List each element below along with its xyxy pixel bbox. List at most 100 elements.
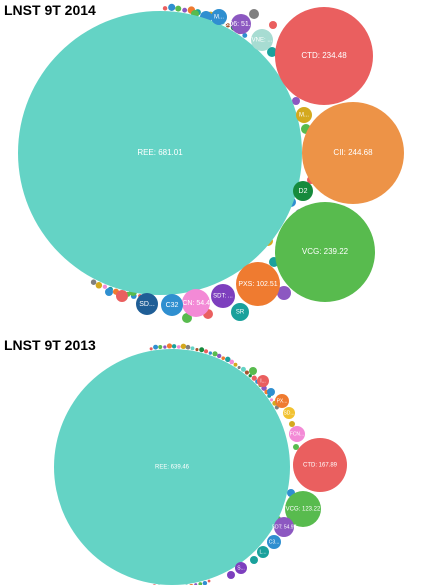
bubble-2014-10	[136, 293, 158, 315]
bubble-2013-2	[285, 491, 321, 527]
dust-2013-bottom-2	[198, 582, 203, 585]
bubble-label-2013-3: SDT: 54.97	[272, 524, 297, 530]
dust-2014-extra-14	[182, 313, 192, 323]
dust-2014-top-0	[162, 6, 168, 11]
dust-2013-top-12	[203, 349, 209, 354]
bubble-2014-3	[275, 7, 373, 105]
bubble-label-2014-2: VCG: 239.22	[302, 247, 349, 256]
dust-2014-top-13	[242, 33, 248, 38]
dust-2013-top-13	[208, 351, 213, 355]
dust-2013-top-16	[221, 356, 226, 360]
bubble-2013-4	[289, 426, 305, 442]
bubble-label-2014-7: SDT: ...	[213, 294, 233, 300]
dust-2014-extra-12	[277, 286, 291, 300]
dust-2013-top-15	[216, 353, 222, 359]
bubble-2013-10	[235, 562, 247, 574]
dust-2013-extra-3	[293, 444, 299, 450]
bubble-2014-13	[211, 9, 227, 25]
dust-2013-top-23	[248, 374, 252, 378]
bubble-label-2013-9: I...	[260, 378, 266, 384]
dust-2014-bottom-7	[95, 282, 103, 289]
bubble-2014-14	[296, 107, 312, 123]
bubble-label-2013-2: VCG: 123.22	[286, 507, 321, 513]
bubble-label-2014-5: FCN: 54.47	[178, 300, 214, 307]
dust-2013-top-17	[225, 356, 231, 363]
dust-2013-top-7	[180, 343, 187, 350]
dust-2013-top-20	[237, 365, 241, 370]
dust-2013-top-6	[176, 345, 181, 349]
bubble-2013-9	[257, 375, 269, 387]
bubble-2014-9	[161, 294, 183, 316]
bubble-label-2014-4: PXS: 102.51	[238, 281, 277, 288]
dust-2013-top-2	[158, 344, 163, 350]
bubble-2013-0	[54, 349, 290, 585]
dust-2014-extra-17	[105, 288, 113, 296]
dust-2013-extra-6	[250, 556, 258, 564]
dust-2013-top-18	[229, 359, 235, 365]
bubble-2014-2	[275, 202, 375, 302]
bubble-label-2014-10: SD...	[139, 301, 155, 308]
dust-2014-top-1	[168, 3, 176, 11]
bubble-2013-1	[293, 438, 347, 492]
bubble-2014-4	[236, 262, 280, 306]
bubble-label-2013-6: PX...	[277, 398, 288, 404]
dust-2014-bottom-8	[90, 279, 97, 285]
bubble-2014-0	[18, 11, 302, 295]
dust-2013-top-10	[195, 348, 199, 352]
bubble-2014-8	[251, 29, 273, 51]
bubble-2013-8	[257, 546, 269, 558]
dust-2013-top-14	[212, 351, 218, 357]
dust-2014-top-2	[175, 5, 182, 12]
bubble-label-2013-10: S...	[237, 565, 245, 571]
dust-2013-top-3	[163, 345, 167, 349]
bubble-2013-6	[275, 394, 289, 408]
dust-2014-top-3	[182, 7, 188, 13]
dust-2013-top-4	[166, 343, 173, 349]
chart-title-2013: LNST 9T 2013	[4, 337, 96, 353]
bubble-2013-3	[274, 517, 294, 537]
bubble-2014-12	[293, 181, 313, 201]
bubble-label-2014-9: C32	[166, 302, 179, 309]
dust-2014-extra-5	[292, 97, 300, 105]
bubble-label-2014-1: CII: 244.68	[333, 148, 373, 157]
dust-2014-extra-4	[267, 47, 277, 57]
dust-2013-top-21	[240, 366, 246, 372]
bubble-label-2013-4: FCN...	[290, 431, 304, 437]
bubble-label-2014-13: M...	[214, 15, 224, 21]
dust-2014-extra-3	[269, 21, 277, 29]
bubble-label-2013-0: REE: 639.46	[155, 465, 190, 471]
bubble-2013-5	[267, 535, 281, 549]
dust-2013-top-30	[269, 398, 274, 402]
bubble-2014-5	[182, 289, 210, 317]
bubble-label-2013-8: L...	[260, 549, 267, 555]
dust-2013-top-22	[244, 370, 249, 375]
dust-2013-top-24	[251, 375, 257, 381]
dust-2013-extra-2	[289, 421, 295, 427]
dust-2013-top-11	[199, 347, 205, 353]
bubble-2014-6	[231, 14, 251, 34]
bubble-label-2014-12: D2	[299, 188, 308, 195]
dust-2013-top-19	[233, 362, 238, 367]
bubble-label-2014-11: SR	[236, 310, 245, 316]
bubble-2013-7	[283, 407, 295, 419]
dust-2013-extra-1	[267, 388, 275, 396]
bubble-label-2013-1: CTD: 167.89	[303, 463, 338, 469]
bubble-label-2013-5: C3...	[269, 539, 280, 545]
dust-2014-extra-15	[116, 290, 128, 302]
dust-2013-top-5	[171, 344, 177, 349]
dust-2013-bottom-1	[202, 580, 208, 585]
dust-2013-top-1	[153, 344, 159, 350]
dust-2013-top-9	[190, 346, 195, 351]
dust-2013-extra-7	[227, 571, 235, 579]
dust-2013-extra-0	[249, 367, 257, 375]
chart-title-2014: LNST 9T 2014	[4, 2, 96, 18]
dust-2014-top-10	[225, 22, 231, 28]
bubble-label-2014-0: REE: 681.01	[137, 148, 183, 157]
bubble-2014-7	[211, 284, 235, 308]
bubble-2014-1	[302, 102, 404, 204]
dust-2013-top-8	[185, 344, 191, 350]
dust-2014-bottom-6	[102, 284, 108, 289]
bubble-label-2013-7: SD...	[283, 410, 294, 416]
dust-2014-extra-2	[249, 9, 259, 19]
